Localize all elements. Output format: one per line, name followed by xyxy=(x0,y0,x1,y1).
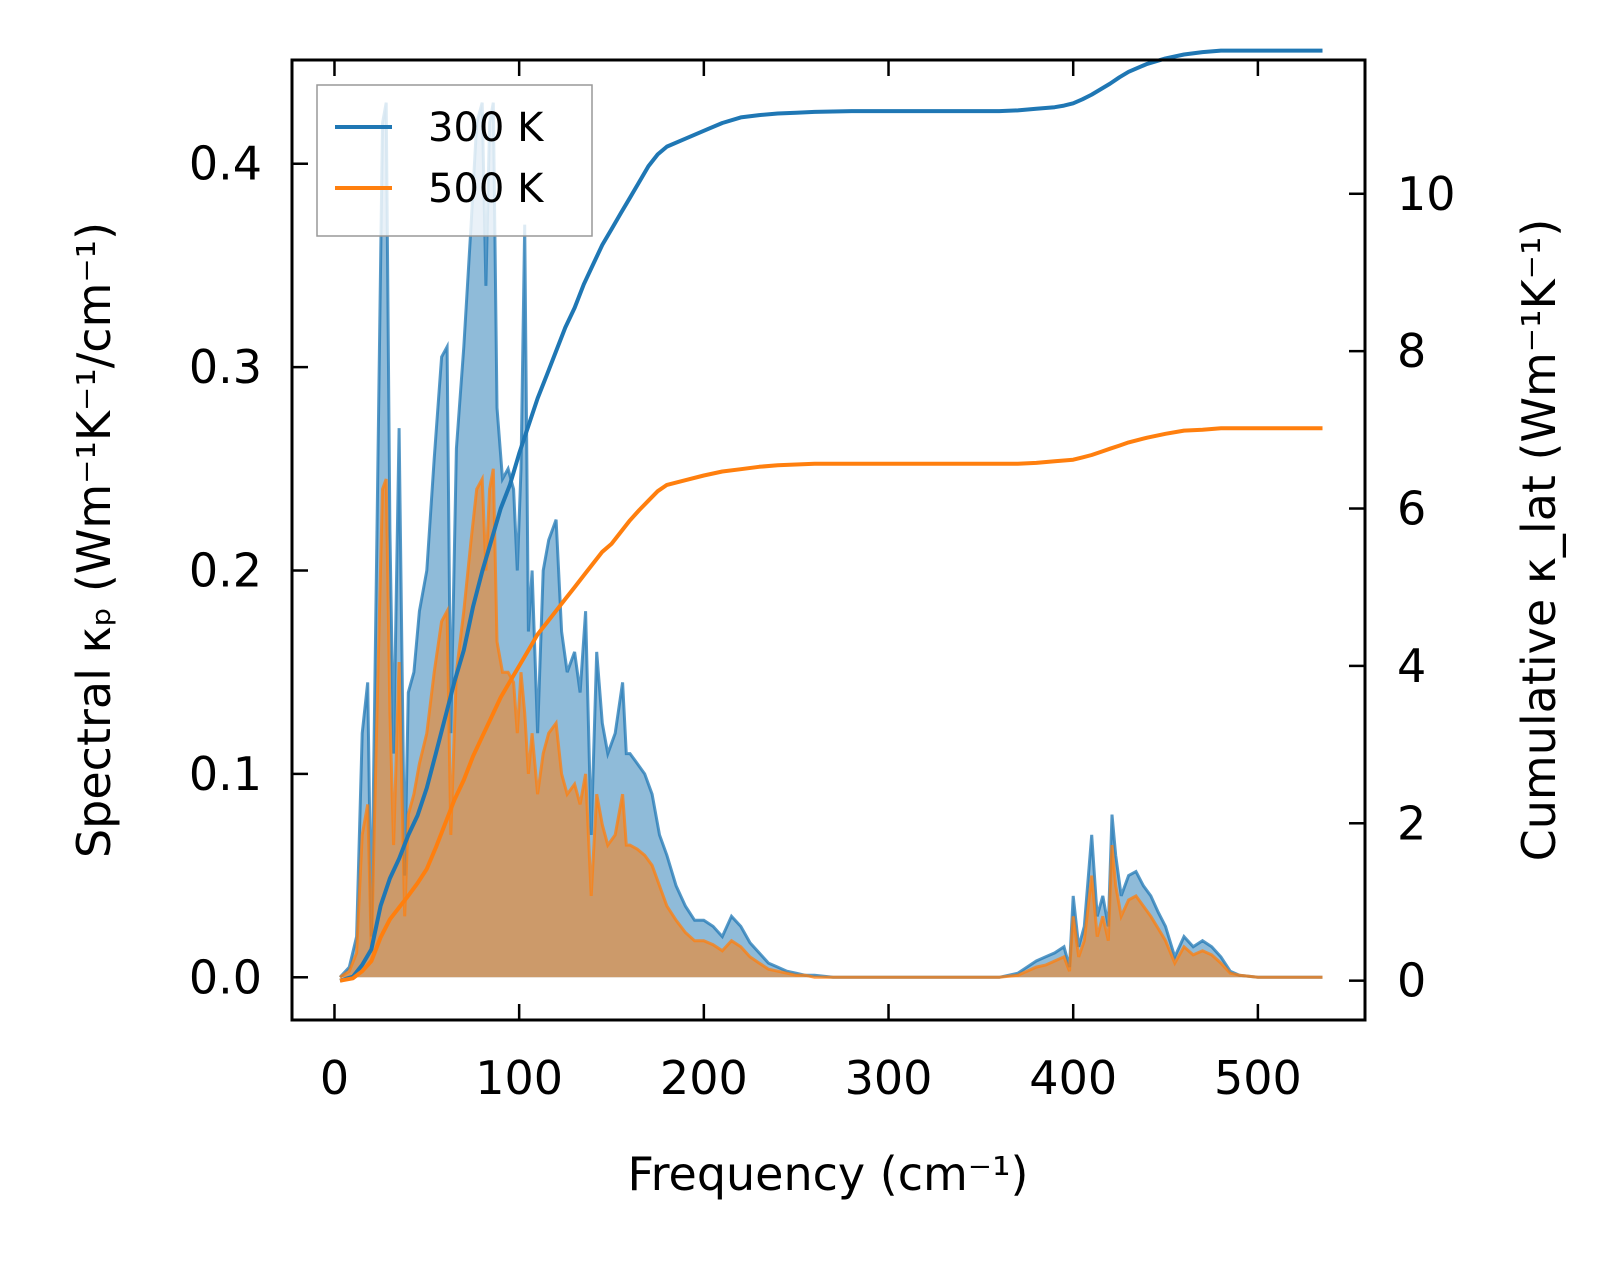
x-axis-label: Frequency (cm⁻¹) xyxy=(628,1147,1029,1201)
right-y-tick-label: 8 xyxy=(1397,324,1426,378)
x-tick-label: 100 xyxy=(475,1051,563,1105)
spectral-lines xyxy=(338,102,1323,979)
left-y-tick-label: 0.3 xyxy=(189,340,262,394)
right-y-tick-label: 4 xyxy=(1397,639,1426,693)
x-tick-label: 0 xyxy=(320,1051,349,1105)
x-tick-label: 400 xyxy=(1029,1051,1117,1105)
left-y-tick-label: 0.0 xyxy=(189,950,262,1004)
x-tick-label: 500 xyxy=(1214,1051,1302,1105)
right-y-tick-label: 6 xyxy=(1397,482,1426,536)
legend: 300 K 500 K xyxy=(316,84,593,237)
left-y-tick-label: 0.1 xyxy=(189,747,262,801)
axis-ticks: 0 100 200 300 400 500 0.0 0.1 0.2 0.3 0.4 0 2 4 6 8 10 xyxy=(189,60,1456,1105)
legend-label-500k: 500 K xyxy=(428,166,545,212)
spectral-line-1 xyxy=(339,468,1323,979)
legend-box xyxy=(316,84,593,237)
spectral-area-0 xyxy=(340,102,1323,978)
left-y-tick-label: 0.2 xyxy=(189,544,262,598)
spectral-area-1 xyxy=(340,468,1323,978)
right-y-tick-label: 0 xyxy=(1397,954,1426,1008)
plot-frame xyxy=(290,58,1367,1022)
x-tick-label: 300 xyxy=(845,1051,933,1105)
x-tick-label: 200 xyxy=(660,1051,748,1105)
cumulative-line-1 xyxy=(339,426,1323,983)
cumulative-lines xyxy=(339,48,1323,983)
left-y-tick-label: 0.4 xyxy=(189,137,262,191)
spectral-fill-areas xyxy=(340,102,1323,978)
right-y-tick-label: 2 xyxy=(1397,796,1426,850)
cumulative-line-0 xyxy=(339,48,1323,983)
legend-label-300k: 300 K xyxy=(428,105,545,151)
spectral-line-0 xyxy=(338,102,1323,979)
right-y-tick-label: 10 xyxy=(1397,167,1456,221)
left-y-axis-label: Spectral κₚ (Wm⁻¹K⁻¹/cm⁻¹) xyxy=(67,222,121,858)
right-y-axis-label: Cumulative κ_lat (Wm⁻¹K⁻¹) xyxy=(1512,219,1566,862)
